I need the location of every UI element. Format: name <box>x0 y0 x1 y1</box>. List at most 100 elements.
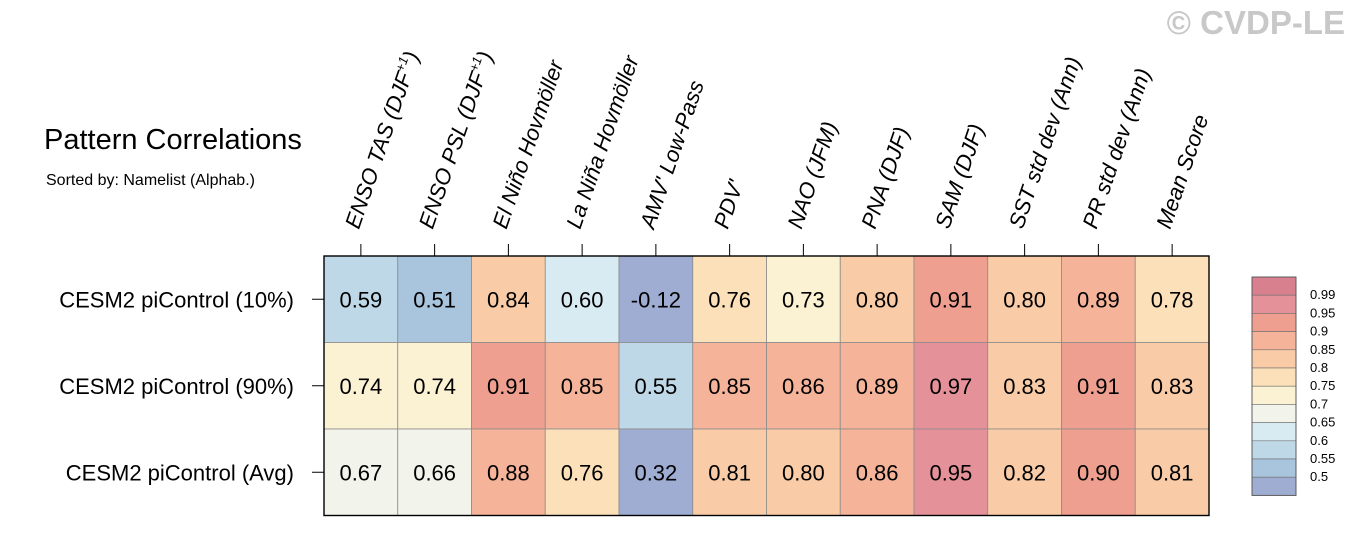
heatmap-cell <box>839 255 915 343</box>
heatmap-cell <box>913 428 989 516</box>
cell-value-label: 0.91 <box>487 374 530 399</box>
heatmap-cell <box>839 342 915 430</box>
column-label: PNA (DJF) <box>856 124 914 232</box>
svg-text:PDV': PDV' <box>709 176 749 232</box>
colorbar-tick-label: 0.55 <box>1310 451 1335 466</box>
cell-value-label: 0.88 <box>487 460 530 485</box>
heatmap-cell <box>692 428 767 516</box>
heatmap-cell <box>1061 255 1136 343</box>
colorbar-swatch <box>1251 349 1297 369</box>
svg-text:La Niña Hovmöller: La Niña Hovmöller <box>561 51 644 232</box>
heatmap-cell <box>471 255 546 343</box>
cell-value-label: 0.97 <box>929 374 972 399</box>
column-label: ENSO TAS (DJF+1) <box>339 48 424 232</box>
cell-value-label: 0.74 <box>339 374 382 399</box>
heatmap-cell <box>471 428 546 516</box>
colorbar-tick-label: 0.75 <box>1310 378 1335 393</box>
column-label: AMV' Low-Pass <box>634 77 709 233</box>
svg-text:SST std dev (Ann): SST std dev (Ann) <box>1004 54 1086 232</box>
colorbar-tick-label: 0.6 <box>1310 433 1328 448</box>
watermark: © CVDP-LE <box>1166 4 1345 41</box>
svg-text:PR std dev (Ann): PR std dev (Ann) <box>1077 65 1155 232</box>
cell-value-label: 0.32 <box>634 460 677 485</box>
heatmap-cell <box>766 342 841 430</box>
column-label: NAO (JFM) <box>782 118 842 231</box>
column-label: La Niña Hovmöller <box>561 51 644 232</box>
cell-value-label: -0.12 <box>631 287 681 312</box>
svg-text:PNA (DJF): PNA (DJF) <box>856 124 914 232</box>
cell-value-label: 0.76 <box>708 287 751 312</box>
cell-value-label: 0.66 <box>413 460 456 485</box>
colorbar-swatch <box>1251 385 1297 405</box>
colorbar-swatch <box>1251 313 1297 332</box>
svg-text:NAO (JFM): NAO (JFM) <box>782 118 842 231</box>
cell-value-label: 0.82 <box>1003 460 1046 485</box>
cell-value-label: 0.81 <box>1151 460 1194 485</box>
cell-value-label: 0.91 <box>1077 374 1120 399</box>
colorbar-swatch <box>1251 404 1297 423</box>
cell-value-label: 0.60 <box>561 287 604 312</box>
heatmap-cell <box>323 428 399 516</box>
heatmap-cell <box>1134 255 1210 343</box>
row-label: CESM2 piControl (Avg) <box>66 460 294 485</box>
svg-text:Mean Score: Mean Score <box>1151 111 1213 231</box>
colorbar-swatch <box>1251 440 1297 460</box>
cell-value-label: 0.74 <box>413 374 456 399</box>
svg-text:ENSO TAS (DJF+1): ENSO TAS (DJF+1) <box>339 48 424 232</box>
column-label: Mean Score <box>1151 111 1213 231</box>
svg-text:ENSO PSL (DJF+1): ENSO PSL (DJF+1) <box>413 48 498 232</box>
heatmap-cell <box>618 342 694 430</box>
cell-value-label: 0.80 <box>1003 287 1046 312</box>
colorbar-swatch <box>1251 331 1297 351</box>
column-label: SAM (DJF) <box>930 121 989 232</box>
colorbar-swatch <box>1251 276 1297 296</box>
cell-value-label: 0.55 <box>634 374 677 399</box>
heatmap-cell <box>1061 342 1136 430</box>
heatmap-cell <box>987 428 1062 516</box>
column-label: SST std dev (Ann) <box>1004 54 1086 232</box>
cell-value-label: 0.85 <box>708 374 751 399</box>
column-label: PDV' <box>709 176 749 232</box>
heatmap-cell <box>913 342 989 430</box>
heatmap-cell <box>913 255 989 343</box>
colorbar-tick-label: 0.65 <box>1310 415 1335 430</box>
heatmap-cell <box>766 428 841 516</box>
cell-value-label: 0.89 <box>1077 287 1120 312</box>
svg-text:El Niño Hovmöller: El Niño Hovmöller <box>487 55 569 231</box>
colorbar-tick-label: 0.99 <box>1310 287 1335 302</box>
heatmap-cell <box>397 255 472 343</box>
column-label: PR std dev (Ann) <box>1077 65 1155 232</box>
heatmap-cell <box>692 342 767 430</box>
colorbar-tick-label: 0.95 <box>1310 305 1335 320</box>
cell-value-label: 0.83 <box>1003 374 1046 399</box>
cell-value-label: 0.91 <box>929 287 972 312</box>
row-label: CESM2 piControl (10%) <box>59 287 294 312</box>
colorbar-tick-label: 0.9 <box>1310 324 1328 339</box>
cell-value-label: 0.67 <box>339 460 382 485</box>
cell-value-label: 0.80 <box>782 460 825 485</box>
colorbar-swatch <box>1251 458 1297 478</box>
heatmap-cell <box>323 342 399 430</box>
cell-value-label: 0.78 <box>1151 287 1194 312</box>
cell-value-label: 0.59 <box>339 287 382 312</box>
cell-value-label: 0.86 <box>856 460 899 485</box>
cell-value-label: 0.80 <box>856 287 899 312</box>
cell-value-label: 0.51 <box>413 287 456 312</box>
heatmap-cell <box>544 428 620 516</box>
colorbar-tick-label: 0.85 <box>1310 342 1335 357</box>
colorbar-swatch <box>1251 422 1297 442</box>
colorbar-tick-label: 0.5 <box>1310 469 1328 484</box>
colorbar-swatch <box>1251 367 1297 387</box>
colorbar-tick-label: 0.8 <box>1310 360 1328 375</box>
cell-value-label: 0.73 <box>782 287 825 312</box>
cell-value-label: 0.81 <box>708 460 751 485</box>
svg-text:AMV' Low-Pass: AMV' Low-Pass <box>634 77 709 233</box>
heatmap-cell <box>471 342 546 430</box>
svg-text:SAM (DJF): SAM (DJF) <box>930 121 989 232</box>
column-label: ENSO PSL (DJF+1) <box>413 48 498 232</box>
row-label: CESM2 piControl (90%) <box>59 374 294 399</box>
column-label: El Niño Hovmöller <box>487 55 569 231</box>
cell-value-label: 0.83 <box>1151 374 1194 399</box>
colorbar-swatch <box>1251 294 1297 314</box>
